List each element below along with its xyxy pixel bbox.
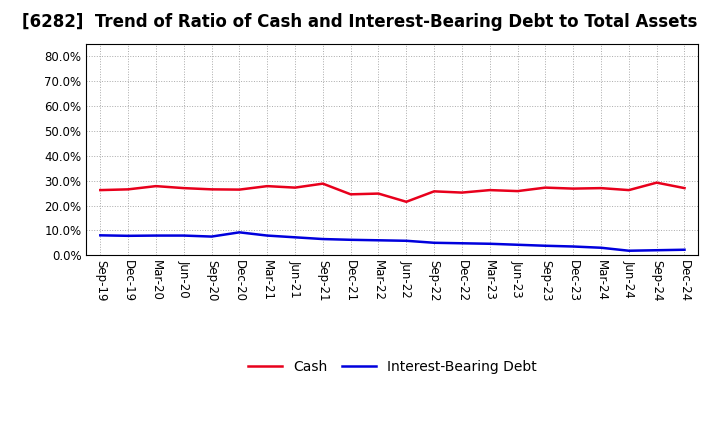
Interest-Bearing Debt (680, 247, 689, 253)
Interest-Bearing Debt (597, 245, 606, 250)
Cash (652, 180, 661, 185)
Cash (96, 187, 104, 193)
Cash (207, 187, 216, 192)
Cash (485, 187, 494, 193)
Interest-Bearing Debt (430, 240, 438, 246)
Interest-Bearing Debt (541, 243, 550, 249)
Cash (402, 199, 410, 205)
Text: [6282]  Trend of Ratio of Cash and Interest-Bearing Debt to Total Assets: [6282] Trend of Ratio of Cash and Intere… (22, 13, 698, 31)
Interest-Bearing Debt (263, 233, 271, 238)
Cash (179, 186, 188, 191)
Interest-Bearing Debt (513, 242, 522, 247)
Interest-Bearing Debt (652, 248, 661, 253)
Cash (541, 185, 550, 190)
Interest-Bearing Debt (207, 234, 216, 239)
Cash (458, 190, 467, 195)
Interest-Bearing Debt (569, 244, 577, 249)
Interest-Bearing Debt (152, 233, 161, 238)
Interest-Bearing Debt (96, 233, 104, 238)
Interest-Bearing Debt (179, 233, 188, 238)
Interest-Bearing Debt (291, 235, 300, 240)
Interest-Bearing Debt (235, 230, 243, 235)
Legend: Cash, Interest-Bearing Debt: Cash, Interest-Bearing Debt (242, 354, 543, 379)
Interest-Bearing Debt (374, 238, 383, 243)
Cash (430, 189, 438, 194)
Interest-Bearing Debt (402, 238, 410, 243)
Cash (318, 181, 327, 186)
Cash (680, 186, 689, 191)
Interest-Bearing Debt (485, 241, 494, 246)
Cash (235, 187, 243, 192)
Cash (263, 183, 271, 189)
Interest-Bearing Debt (346, 237, 355, 242)
Interest-Bearing Debt (624, 248, 633, 253)
Cash (124, 187, 132, 192)
Cash (597, 186, 606, 191)
Cash (374, 191, 383, 196)
Cash (513, 188, 522, 194)
Line: Cash: Cash (100, 183, 685, 202)
Cash (624, 187, 633, 193)
Cash (152, 183, 161, 189)
Line: Interest-Bearing Debt: Interest-Bearing Debt (100, 232, 685, 251)
Cash (291, 185, 300, 190)
Interest-Bearing Debt (318, 236, 327, 242)
Cash (569, 186, 577, 191)
Interest-Bearing Debt (458, 241, 467, 246)
Interest-Bearing Debt (124, 233, 132, 238)
Cash (346, 192, 355, 197)
